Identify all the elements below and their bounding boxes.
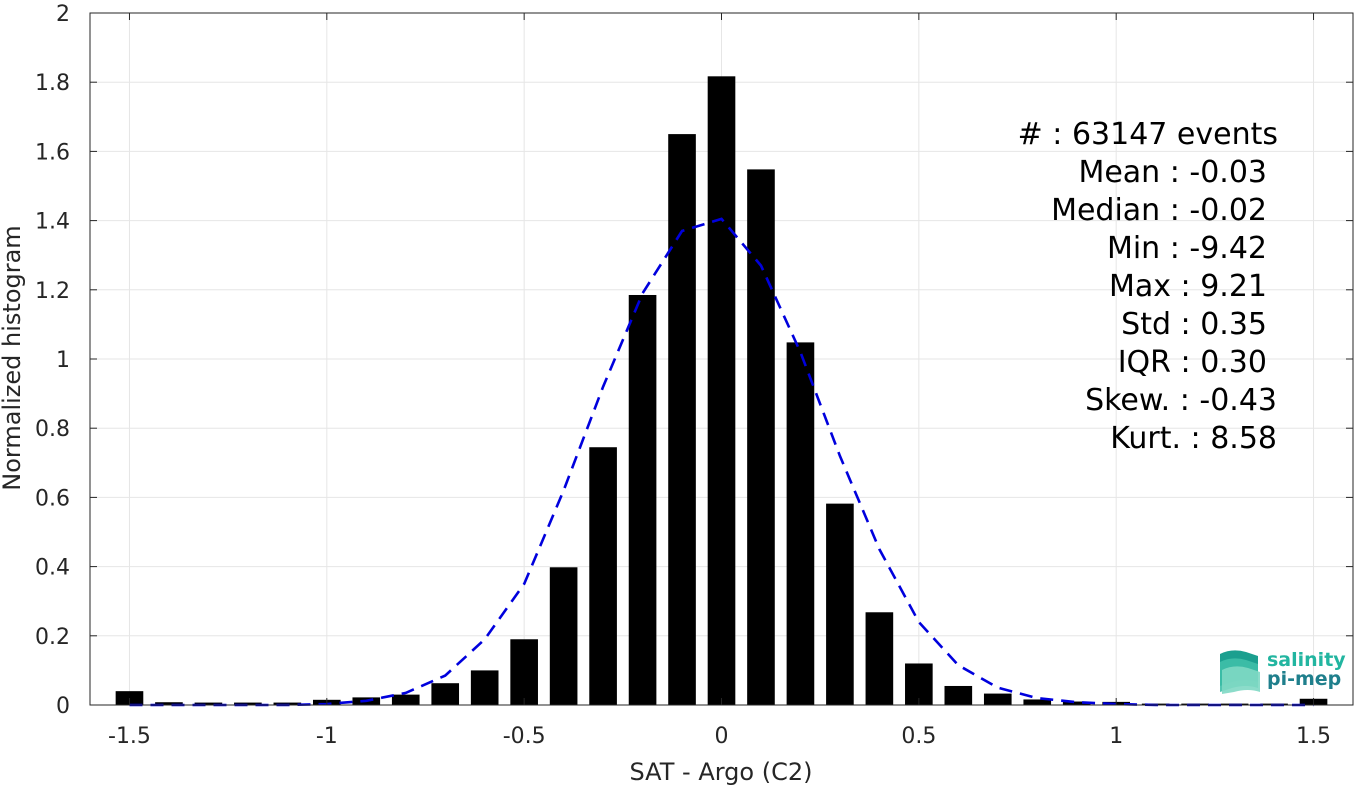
y-tick-label: 1.4 (35, 210, 70, 235)
stat-line: Min : -9.42 (1107, 231, 1267, 266)
histogram-bar (194, 702, 223, 705)
y-tick-label: 0.2 (35, 625, 70, 650)
histogram-bar (707, 76, 736, 706)
histogram-bar (1062, 701, 1091, 705)
histogram-bar (747, 169, 775, 706)
stat-line: # : 63147 events (1018, 117, 1278, 152)
histogram-bar (668, 134, 696, 706)
stat-line: Skew. : -0.43 (1085, 383, 1277, 418)
salinity-pi-mep-logo: salinity pi-mep (1220, 649, 1346, 694)
x-tick-label: -1 (316, 724, 338, 749)
tick-marks (90, 12, 1353, 706)
bars (115, 76, 1328, 706)
histogram-bar (234, 702, 262, 705)
histogram-bar (628, 294, 657, 705)
histogram-bar (155, 702, 183, 705)
y-tick-label: 0.8 (35, 417, 70, 442)
histogram-bar (826, 503, 854, 705)
x-tick-label: -1.5 (108, 724, 151, 749)
y-tick-label: 1 (56, 348, 70, 373)
wave-stack-icon (1220, 650, 1260, 694)
histogram-bar (1023, 699, 1052, 705)
stat-line: Kurt. : 8.58 (1110, 421, 1277, 456)
x-tick-labels: -1.5 -1 -0.5 0 0.5 1 1.5 (108, 724, 1331, 749)
stat-line: Std : 0.35 (1121, 307, 1267, 342)
histogram-bar (944, 685, 973, 705)
stat-line: Median : -0.02 (1051, 193, 1267, 228)
y-tick-label: 1.8 (35, 71, 70, 96)
y-tick-label: 1.2 (35, 279, 70, 304)
y-tick-labels: 0 0.2 0.4 0.6 0.8 1 1.2 1.4 1.6 1.8 2 (35, 2, 70, 719)
y-tick-label: 2 (56, 2, 70, 27)
histogram-bar (865, 612, 894, 705)
y-tick-label: 0.6 (35, 486, 70, 511)
histogram-bar (549, 567, 578, 705)
x-tick-label: 0 (715, 724, 729, 749)
histogram-bar (510, 639, 538, 705)
x-tick-label: 0.5 (901, 724, 936, 749)
x-axis-label: SAT - Argo (C2) (630, 758, 813, 786)
histogram-bar (983, 693, 1012, 705)
histogram-bar (431, 683, 460, 705)
stat-line: Mean : -0.03 (1078, 155, 1267, 190)
stat-line: Max : 9.21 (1109, 269, 1267, 304)
histogram-bar (470, 670, 499, 705)
histogram-bar (391, 694, 420, 705)
y-tick-label: 0.4 (35, 556, 70, 581)
y-tick-label: 1.6 (35, 140, 70, 165)
x-tick-label: -0.5 (503, 724, 546, 749)
histogram-bar (589, 447, 617, 705)
stat-line: IQR : 0.30 (1118, 345, 1267, 380)
logo-line2: pi-mep (1267, 668, 1341, 690)
histogram-bar (786, 342, 815, 705)
y-axis-label: Normalized histogram (0, 225, 26, 490)
y-tick-label: 0 (56, 694, 70, 719)
x-tick-label: 1.5 (1296, 724, 1331, 749)
x-tick-label: 1 (1109, 724, 1123, 749)
logo-line1: salinity (1267, 649, 1346, 671)
